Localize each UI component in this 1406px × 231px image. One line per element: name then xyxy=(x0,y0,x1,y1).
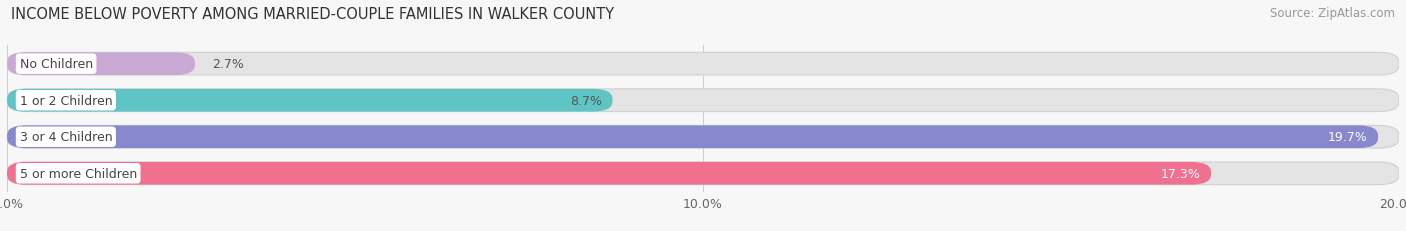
FancyBboxPatch shape xyxy=(7,53,195,76)
Text: 8.7%: 8.7% xyxy=(569,94,602,107)
FancyBboxPatch shape xyxy=(7,53,1399,76)
FancyBboxPatch shape xyxy=(7,162,1211,185)
Text: 17.3%: 17.3% xyxy=(1161,167,1201,180)
Text: Source: ZipAtlas.com: Source: ZipAtlas.com xyxy=(1270,7,1395,20)
FancyBboxPatch shape xyxy=(7,126,1378,149)
Text: 19.7%: 19.7% xyxy=(1327,131,1368,144)
Text: 3 or 4 Children: 3 or 4 Children xyxy=(20,131,112,144)
Text: 5 or more Children: 5 or more Children xyxy=(20,167,136,180)
Text: INCOME BELOW POVERTY AMONG MARRIED-COUPLE FAMILIES IN WALKER COUNTY: INCOME BELOW POVERTY AMONG MARRIED-COUPL… xyxy=(11,7,614,22)
Text: 2.7%: 2.7% xyxy=(212,58,245,71)
FancyBboxPatch shape xyxy=(7,162,1399,185)
FancyBboxPatch shape xyxy=(7,89,1399,112)
Text: No Children: No Children xyxy=(20,58,93,71)
FancyBboxPatch shape xyxy=(7,126,1399,149)
FancyBboxPatch shape xyxy=(7,89,613,112)
Text: 1 or 2 Children: 1 or 2 Children xyxy=(20,94,112,107)
